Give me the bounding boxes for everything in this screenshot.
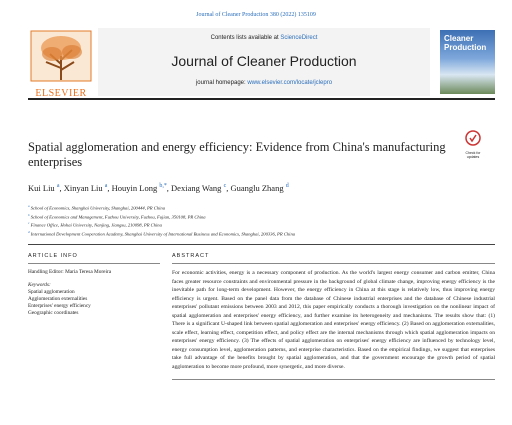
affiliation-sup: b <box>28 212 30 217</box>
affiliation: a School of Economics, Shanghai Universi… <box>28 203 488 212</box>
citation: Journal of Cleaner Production 380 (2022)… <box>196 12 316 18</box>
authors: Kui Liu a, Xinyan Liu a, Houyin Long b,*… <box>28 183 289 193</box>
keyword: Enterprises' energy efficiency <box>28 303 91 309</box>
affiliation-text: School of Economics, Shanghai University… <box>30 205 165 211</box>
author: Xinyan Liu a <box>64 183 108 193</box>
article-info: Handling Editor: Maria Teresa Moreira Ke… <box>28 269 163 317</box>
cover-title: Cleaner Production <box>444 34 487 52</box>
author: Kui Liu a <box>28 183 59 193</box>
keyword: Agglomeration externalities <box>28 296 88 302</box>
author: Guanglu Zhang d <box>230 183 288 193</box>
author-name: Guanglu Zhang <box>230 183 284 193</box>
affiliation: d International Development Cooperation … <box>28 229 488 238</box>
publisher-logo: ELSEVIER <box>30 30 92 99</box>
author-sup: a <box>56 183 60 190</box>
abstract-end-rule <box>172 379 495 380</box>
affiliation-text: Finance Office, Hohai University, Nanjin… <box>30 222 162 228</box>
handling-editor: Handling Editor: Maria Teresa Moreira <box>28 269 112 275</box>
badge-icon <box>465 130 481 146</box>
author-name: Dexiang Wang <box>171 183 222 193</box>
author: Houyin Long b,* <box>112 183 167 193</box>
affiliations: a School of Economics, Shanghai Universi… <box>28 203 488 237</box>
contents-prefix: Contents lists available at <box>210 35 279 41</box>
section-rule <box>28 244 495 245</box>
abstract-rule <box>172 263 495 264</box>
author-sup: d <box>285 183 289 190</box>
author-sup: a <box>104 183 108 190</box>
author-name: Houyin Long <box>111 183 158 193</box>
article-title: Spatial agglomeration and energy efficie… <box>28 140 446 169</box>
affiliation: c Finance Office, Hohai University, Nanj… <box>28 220 488 229</box>
homepage-link[interactable]: www.elsevier.com/locate/jclepro <box>247 80 333 86</box>
author-sup: b,* <box>159 183 167 190</box>
article-info-heading: ARTICLE INFO <box>28 253 78 259</box>
author-sup: c <box>223 183 227 190</box>
publisher-name: ELSEVIER <box>35 88 87 99</box>
logo-tree <box>30 30 92 82</box>
journal-cover: Cleaner Production <box>440 30 495 94</box>
keywords-label: Keywords: <box>28 282 51 288</box>
author: Dexiang Wang c <box>171 183 226 193</box>
abstract-heading: ABSTRACT <box>172 253 210 259</box>
contents-line: Contents lists available at ScienceDirec… <box>98 35 430 41</box>
affiliation-text: School of Economics and Management, Fuzh… <box>30 214 206 220</box>
header-rule <box>28 98 495 100</box>
abstract-text: For economic activities, energy is a nec… <box>172 270 495 370</box>
article-info-rule <box>28 263 160 264</box>
journal-title: Journal of Cleaner Production <box>171 53 357 69</box>
keyword: Geographic coordinates <box>28 310 79 316</box>
sciencedirect-link[interactable]: ScienceDirect <box>280 35 318 41</box>
affiliation-sup: c <box>28 221 30 226</box>
author-name: Xinyan Liu <box>63 183 103 193</box>
author-name: Kui Liu <box>28 183 55 193</box>
journal-banner: Contents lists available at ScienceDirec… <box>98 28 430 96</box>
homepage-prefix: journal homepage: <box>195 80 246 86</box>
affiliation-text: International Development Cooperation Ac… <box>30 231 296 237</box>
check-updates-badge[interactable]: Check for updates <box>462 130 484 159</box>
affiliation-sup: a <box>28 204 30 208</box>
keyword: Spatial agglomeration <box>28 289 75 295</box>
badge-text: Check for updates <box>465 151 481 159</box>
homepage-line: journal homepage: www.elsevier.com/locat… <box>98 80 430 86</box>
affiliation: b School of Economics and Management, Fu… <box>28 212 488 221</box>
affiliation-sup: d <box>28 229 30 234</box>
